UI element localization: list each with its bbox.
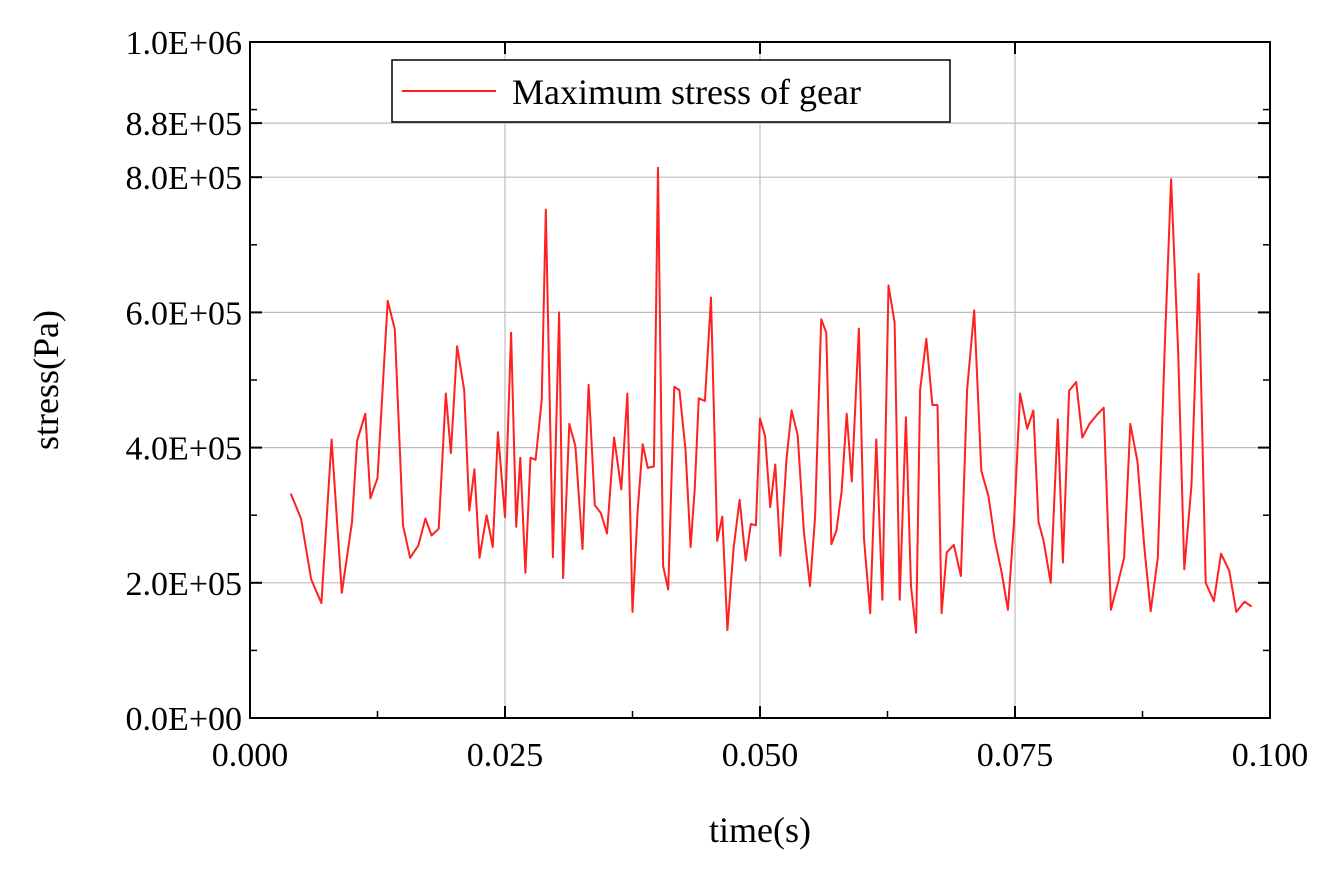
x-tick-label: 0.050 xyxy=(722,737,799,774)
series-line-maximum-stress xyxy=(289,166,1253,634)
legend: Maximum stress of gear xyxy=(391,59,951,123)
tick-labels: 0.000 0.025 0.050 0.075 0.100 0.0E+00 2.0E+05 4… xyxy=(126,25,1309,774)
series-layer xyxy=(289,166,1253,634)
x-tick-label: 0.000 xyxy=(212,737,289,774)
y-tick-label: 1.0E+06 xyxy=(126,25,242,62)
y-tick-label: 8.0E+05 xyxy=(126,160,242,197)
x-axis-title: time(s) xyxy=(709,810,811,850)
x-tick-label: 0.075 xyxy=(977,737,1054,774)
y-tick-label: 2.0E+05 xyxy=(126,566,242,603)
legend-label: Maximum stress of gear xyxy=(512,72,861,112)
grid xyxy=(250,42,1270,718)
axis-ticks xyxy=(249,41,1271,719)
y-tick-label: 6.0E+05 xyxy=(126,295,242,332)
y-tick-label: 4.0E+05 xyxy=(126,431,242,468)
x-tick-label: 0.025 xyxy=(467,737,544,774)
y-tick-label: 8.8E+05 xyxy=(126,106,242,143)
x-tick-label: 0.100 xyxy=(1232,737,1309,774)
y-tick-label: 0.0E+00 xyxy=(126,701,242,738)
y-axis-title: stress(Pa) xyxy=(26,310,66,450)
